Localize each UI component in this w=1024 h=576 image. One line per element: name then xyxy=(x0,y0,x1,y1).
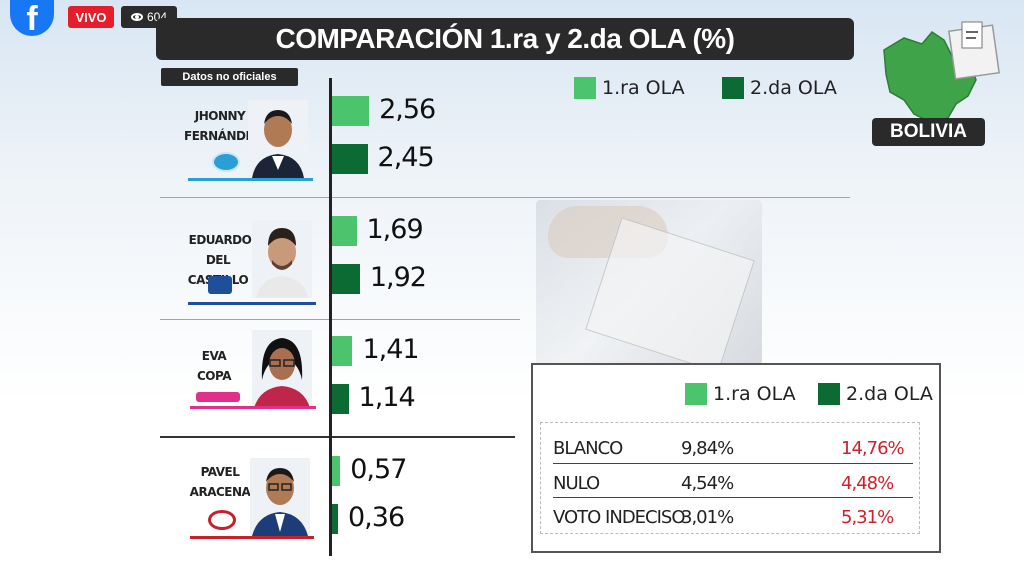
candidate-name-line1: EDUARDO xyxy=(188,233,252,247)
candidate-portrait xyxy=(252,330,312,408)
table-row: BLANCO 9,84% 14,76% xyxy=(553,430,913,464)
party-logo-icon xyxy=(196,392,240,402)
candidate-underline xyxy=(190,406,316,409)
legend-second-wave: 2.da OLA xyxy=(722,77,837,99)
bar-second-wave xyxy=(332,264,360,294)
facebook-icon[interactable]: f xyxy=(10,0,54,36)
row-first-value: 4,54% xyxy=(681,473,734,494)
table-row: NULO 4,54% 4,48% xyxy=(553,465,913,499)
bar-first-wave xyxy=(332,216,357,246)
live-badge: VIVO xyxy=(68,6,114,28)
bar-value-label: 0,36 xyxy=(348,502,405,533)
candidate-name-line1: EVA xyxy=(201,349,227,363)
row-divider xyxy=(160,436,515,438)
legend-swatch-second xyxy=(722,77,744,99)
bar-value-label: 1,69 xyxy=(366,214,424,245)
party-logo-icon xyxy=(212,152,240,172)
candidate-underline xyxy=(188,178,313,181)
candidate-name-line2: ARACENA xyxy=(189,485,251,499)
party-logo-icon xyxy=(208,510,236,530)
panel-legend-second: 2.da OLA xyxy=(818,383,933,405)
bar-value-label: 1,92 xyxy=(369,262,427,293)
bar-second-wave xyxy=(332,144,368,174)
row-divider xyxy=(160,319,520,320)
row-second-value: 4,48% xyxy=(841,473,894,494)
legend-label-first: 1.ra OLA xyxy=(713,383,796,405)
row-second-value: 5,31% xyxy=(841,507,894,528)
candidate-name-line1: JHONNY xyxy=(194,109,246,123)
candidate-portrait xyxy=(250,458,310,536)
bar-second-wave xyxy=(332,384,349,414)
row-label: BLANCO xyxy=(553,438,623,459)
candidate-name-line1: PAVEL xyxy=(200,465,240,479)
bar-value-label: 2,45 xyxy=(377,142,435,173)
bar-value-label: 1,41 xyxy=(362,334,419,365)
legend-swatch-first xyxy=(685,383,707,405)
legend-first-wave: 1.ra OLA xyxy=(574,77,685,99)
candidate-portrait xyxy=(248,100,308,178)
blank-null-panel xyxy=(531,363,941,553)
page-title: COMPARACIÓN 1.ra y 2.da OLA (%) xyxy=(275,23,735,54)
disclaimer-label: Datos no oficiales xyxy=(161,68,298,86)
legend-label-first: 1.ra OLA xyxy=(602,77,685,99)
bar-first-wave xyxy=(332,96,370,126)
row-label: NULO xyxy=(553,473,600,494)
results-table xyxy=(540,422,920,534)
candidate-underline xyxy=(188,302,316,305)
legend-swatch-second xyxy=(818,383,840,405)
candidate-name-line2: COPA xyxy=(197,369,232,383)
bar-first-wave xyxy=(332,336,353,366)
panel-legend-first: 1.ra OLA xyxy=(685,383,796,405)
row-divider xyxy=(553,497,913,498)
bar-value-label: 1,14 xyxy=(358,382,416,413)
legend-label-second: 2.da OLA xyxy=(846,383,933,405)
bar-value-label: 2,56 xyxy=(379,94,436,125)
row-divider xyxy=(553,463,913,464)
candidate-name-line2: FERNÁNDEZ xyxy=(184,129,262,143)
party-logo-icon xyxy=(208,276,232,294)
bolivia-map-icon xyxy=(883,21,1000,123)
row-first-value: 3,01% xyxy=(681,507,734,528)
bar-value-label: 0,57 xyxy=(350,454,407,485)
eye-icon xyxy=(130,13,143,21)
row-divider xyxy=(160,197,850,198)
candidate-portrait xyxy=(252,220,312,298)
title-bar: COMPARACIÓN 1.ra y 2.da OLA (%) xyxy=(156,18,854,60)
bar-first-wave xyxy=(332,456,341,486)
candidate-underline xyxy=(190,536,314,539)
row-label: VOTO INDECISO xyxy=(553,507,686,528)
region-label: BOLIVIA xyxy=(872,118,985,146)
row-second-value: 14,76% xyxy=(841,438,905,459)
bar-second-wave xyxy=(332,504,338,534)
table-row: VOTO INDECISO 3,01% 5,31% xyxy=(553,499,913,533)
chart-axis xyxy=(329,78,332,556)
legend-swatch-first xyxy=(574,77,596,99)
row-first-value: 9,84% xyxy=(681,438,734,459)
legend-label-second: 2.da OLA xyxy=(750,77,837,99)
